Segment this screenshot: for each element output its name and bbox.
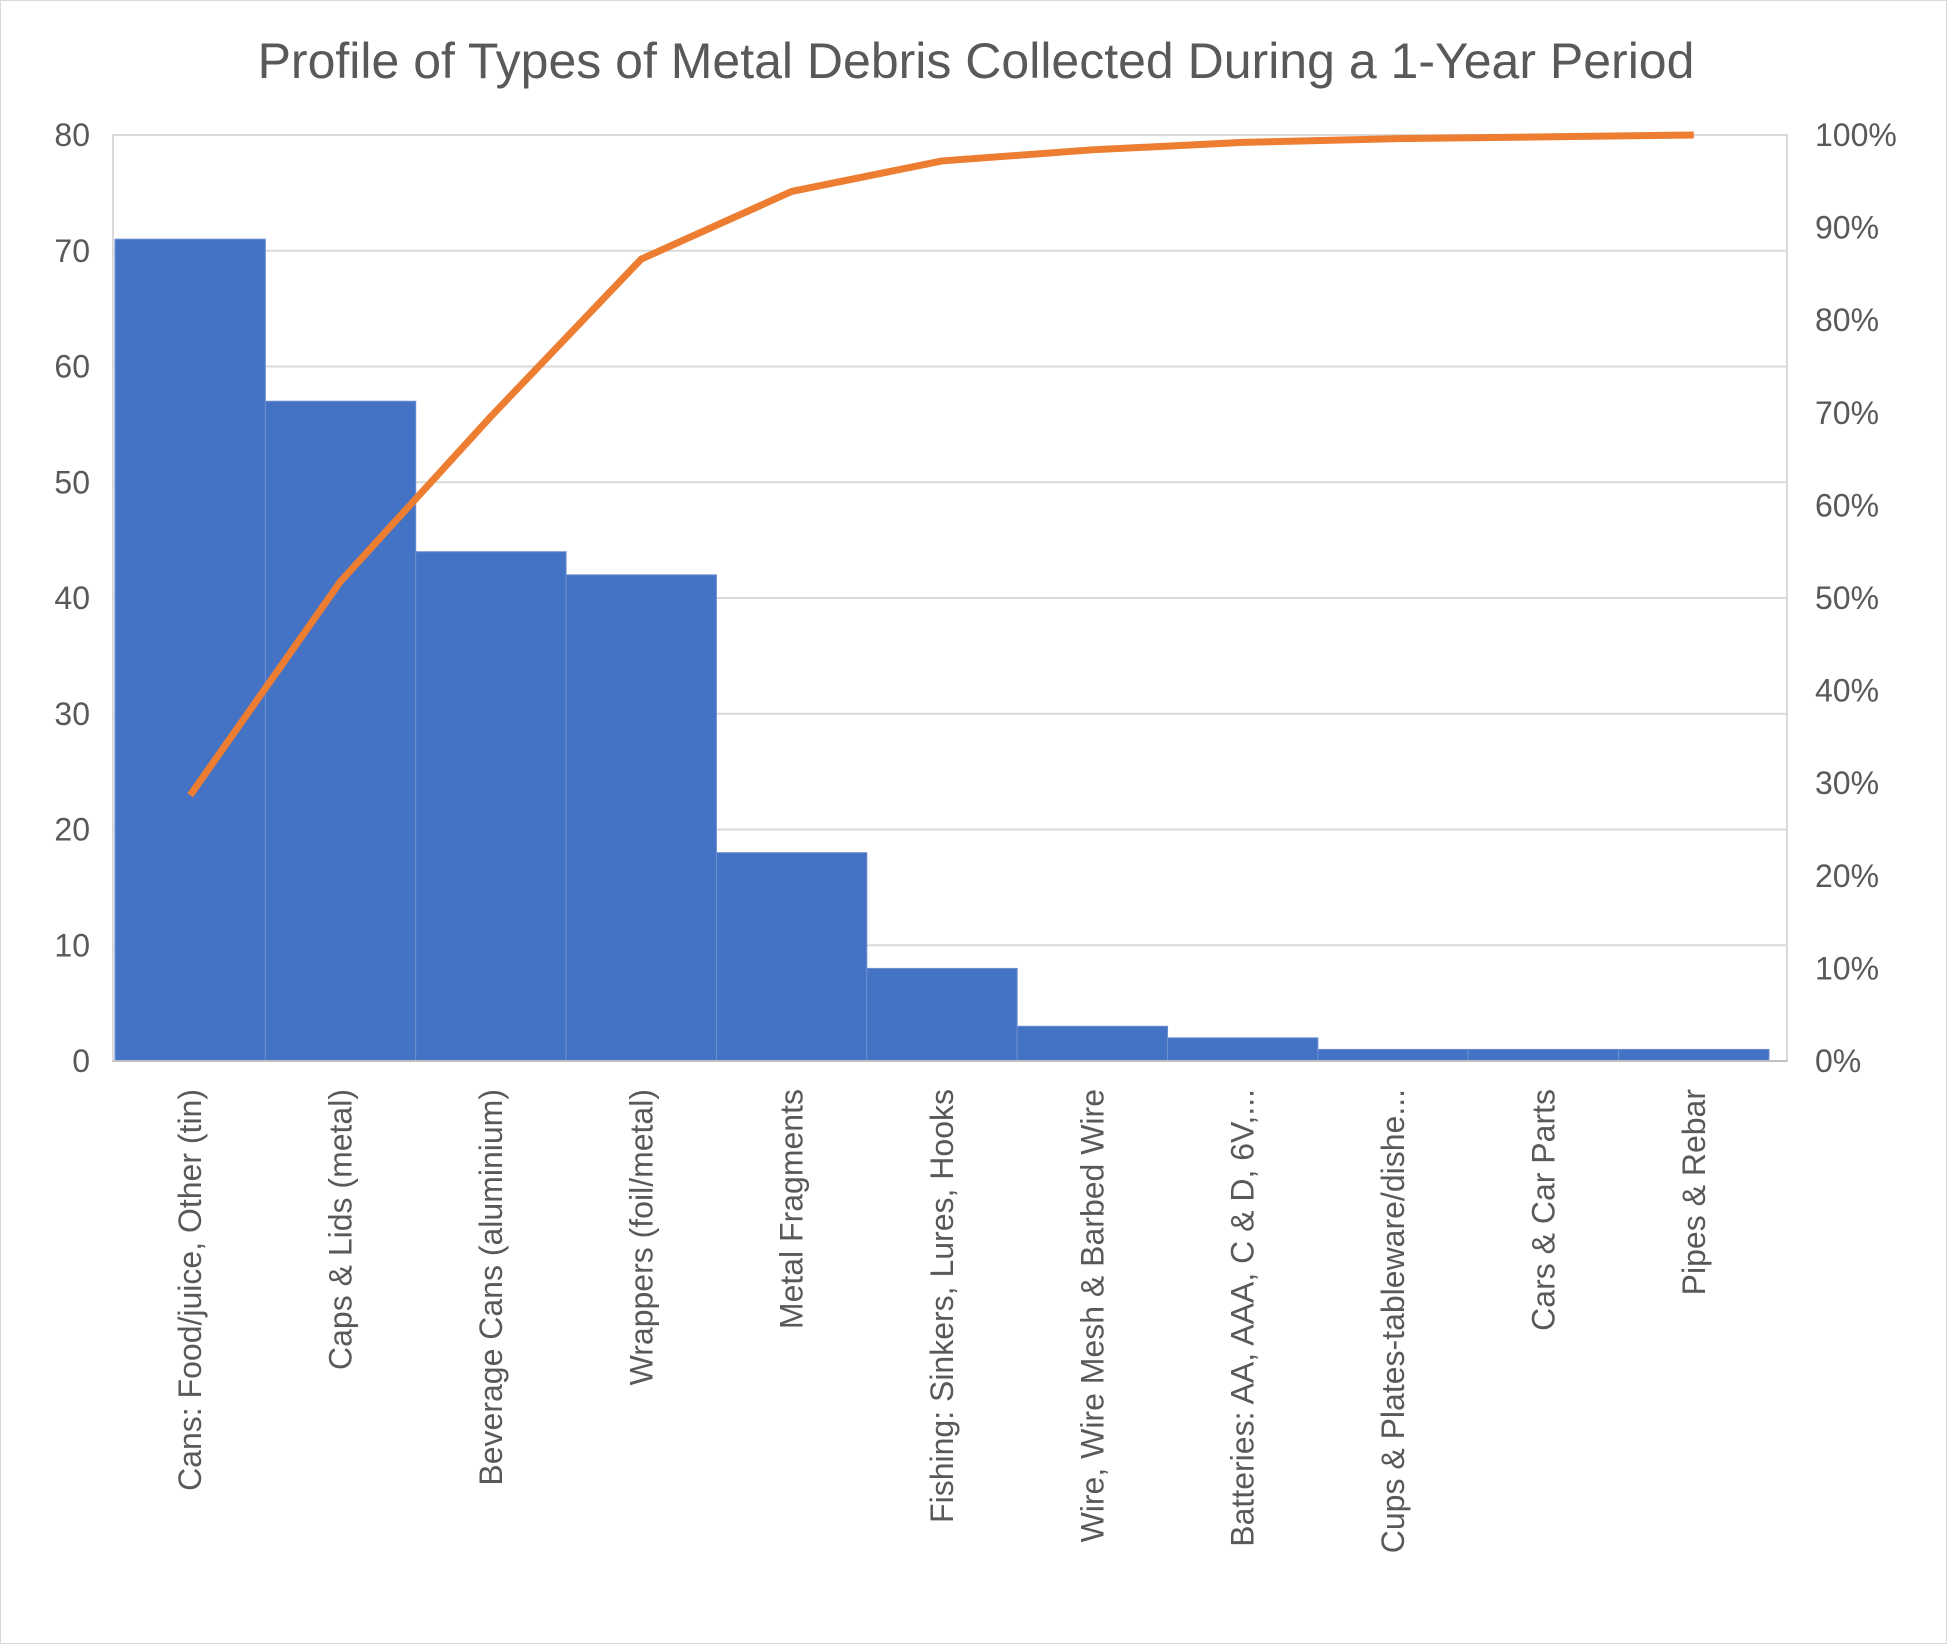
y2-tick-label: 100% (1815, 117, 1897, 153)
y2-tick-label: 20% (1815, 858, 1879, 894)
y2-tick-label: 40% (1815, 673, 1879, 709)
bar (114, 238, 266, 1062)
bar (1317, 1048, 1469, 1062)
x-category-label: Cars & Car Parts (1525, 1089, 1561, 1331)
bar (1167, 1037, 1319, 1062)
bar (1016, 1025, 1169, 1062)
bar (866, 967, 1018, 1062)
bar (1618, 1048, 1770, 1062)
x-category-label: Cups & Plates-tableware/dishe... (1375, 1089, 1411, 1553)
x-category-label: Wrappers (foil/metal) (623, 1089, 659, 1385)
y2-tick-label: 80% (1815, 302, 1879, 338)
x-category-label: Wire, Wire Mesh & Barbed Wire (1074, 1089, 1110, 1542)
x-category-label: Pipes & Rebar (1676, 1089, 1712, 1296)
y-tick-label: 40 (54, 580, 90, 616)
y2-tick-label: 60% (1815, 487, 1879, 523)
y2-tick-label: 90% (1815, 210, 1879, 246)
bars (113, 238, 1787, 1062)
y-tick-label: 20 (54, 812, 90, 848)
y2-tick-label: 10% (1815, 950, 1879, 986)
chart-title: Profile of Types of Metal Debris Collect… (258, 33, 1695, 89)
bar (415, 551, 567, 1062)
x-category-label: Metal Fragments (774, 1089, 810, 1329)
y2-tick-label: 50% (1815, 580, 1879, 616)
x-category-label: Fishing: Sinkers, Lures, Hooks (924, 1089, 960, 1523)
y2-tick-label: 30% (1815, 765, 1879, 801)
cumulative-line (187, 131, 1694, 798)
y-tick-label: 30 (54, 696, 90, 732)
x-category-label: Batteries: AA, AAA, C & D, 6V,... (1225, 1089, 1261, 1547)
y2-tick-label: 0% (1815, 1043, 1861, 1079)
y-tick-label: 50 (54, 464, 90, 500)
y-tick-label: 60 (54, 349, 90, 385)
y-tick-label: 0 (72, 1043, 90, 1079)
y-tick-label: 80 (54, 117, 90, 153)
y-axis-left: 0 10 20 30 40 50 60 70 80 (54, 117, 90, 1079)
y-tick-label: 10 (54, 927, 90, 963)
bar (1467, 1048, 1620, 1062)
y-axis-right: 0% 10% 20% 30% 40% 50% 60% 70% 80% 90% 100% (1815, 117, 1897, 1079)
bar (715, 852, 868, 1062)
y-tick-label: 70 (54, 233, 90, 269)
y2-tick-label: 70% (1815, 395, 1879, 431)
x-category-label: Beverage Cans (aluminium) (473, 1089, 509, 1486)
bar (264, 400, 417, 1062)
x-category-label: Cans: Food/juice, Other (tin) (172, 1089, 208, 1491)
x-category-label: Caps & Lids (metal) (323, 1089, 359, 1370)
bar (565, 574, 717, 1062)
x-axis: Cans: Food/juice, Other (tin) Caps & Lids… (172, 1089, 1712, 1554)
